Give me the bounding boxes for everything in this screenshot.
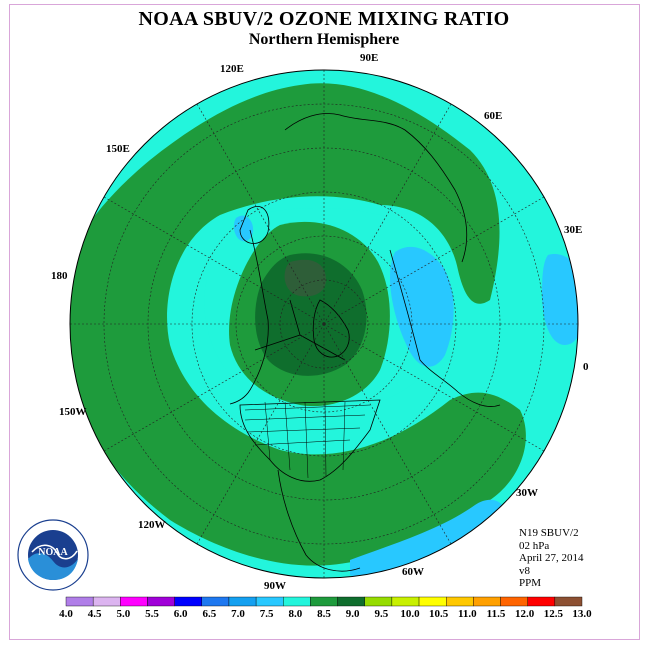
colorbar: 4.0 4.5 5.0 5.5 6.0 6.5 7.0 7.5 8.0 8.5 9.0 9.5 10.0… — [59, 596, 592, 620]
colorbar-swatch — [310, 596, 338, 607]
lon-label-60w: 60W — [402, 566, 424, 578]
colorbar-swatch — [473, 596, 501, 607]
ozone-band-7-0-alaska — [233, 215, 254, 242]
colorbar-tick-label: 12.0 — [515, 608, 535, 620]
colorbar-swatch — [92, 596, 121, 607]
colorbar-swatch — [120, 596, 148, 607]
colorbar-swatch — [446, 596, 474, 607]
lon-label-180: 180 — [51, 270, 68, 282]
lon-label-90e: 90E — [360, 52, 378, 64]
colorbar-tick-label: 4.0 — [59, 608, 73, 620]
colorbar-swatch — [554, 596, 583, 607]
logo-text: NOAA — [38, 547, 68, 558]
colorbar-swatch — [283, 596, 311, 607]
noaa-logo: NOAA — [17, 519, 89, 591]
colorbar-tick-label: 8.5 — [317, 608, 331, 620]
ozone-band-7-0-asia — [390, 246, 454, 367]
lon-label-30e: 30E — [564, 224, 582, 236]
colorbar-swatch — [500, 596, 528, 607]
info-satellite: N19 SBUV/2 — [519, 527, 579, 539]
colorbar-tick-label: 7.5 — [260, 608, 274, 620]
colorbar-tick-label: 10.0 — [400, 608, 420, 620]
info-date: April 27, 2014 — [519, 552, 584, 564]
colorbar-swatch — [228, 596, 257, 607]
colorbar-tick-label: 5.0 — [116, 608, 130, 620]
colorbar-tick-label: 12.5 — [544, 608, 564, 620]
info-units: PPM — [519, 577, 542, 589]
colorbar-swatch — [201, 596, 230, 607]
map-title: NOAA SBUV/2 OZONE MIXING RATIO — [138, 8, 510, 30]
lon-label-150e: 150E — [106, 143, 130, 155]
ozone-band-8-5 — [255, 253, 367, 376]
lon-label-150w: 150W — [59, 406, 87, 418]
colorbar-swatch — [391, 596, 420, 607]
colorbar-swatch — [255, 596, 284, 607]
ozone-band-8-0 — [70, 83, 526, 566]
lon-label-0: 0 — [583, 361, 589, 373]
colorbar-swatch — [147, 596, 175, 607]
colorbar-swatch — [337, 596, 365, 607]
lon-label-60e: 60E — [484, 110, 502, 122]
colorbar-tick-label: 13.0 — [572, 608, 592, 620]
us-states — [244, 401, 371, 479]
info-block: N19 SBUV/2 02 hPa April 27, 2014 v8 PPM — [519, 527, 583, 590]
lon-label-30w: 30W — [516, 487, 538, 499]
colorbar-tick-label: 9.0 — [346, 608, 360, 620]
colorbar-tick-label: 8.0 — [288, 608, 302, 620]
info-version: v8 — [519, 564, 530, 577]
info-level: 02 hPa — [519, 539, 550, 552]
lon-label-120w: 120W — [138, 519, 166, 531]
colorbar-swatch — [418, 596, 447, 607]
ozone-band-9-0 — [284, 259, 327, 297]
lon-label-120e: 120E — [220, 63, 244, 75]
colorbar-tick-label: 11.0 — [458, 608, 477, 620]
colorbar-swatch — [527, 596, 556, 607]
colorbar-swatch — [364, 596, 393, 607]
lon-label-90w: 90W — [264, 580, 286, 592]
colorbar-swatch — [65, 596, 94, 607]
ozone-field — [70, 70, 578, 578]
figure-frame — [9, 4, 640, 640]
colorbar-tick-label: 10.5 — [429, 608, 449, 620]
colorbar-tick-label: 4.5 — [88, 608, 102, 620]
colorbar-tick-label: 5.5 — [145, 608, 159, 620]
colorbar-tick-label: 6.5 — [202, 608, 216, 620]
colorbar-tick-label: 7.0 — [231, 608, 245, 620]
colorbar-tick-label: 6.0 — [174, 608, 188, 620]
colorbar-tick-label: 11.5 — [487, 608, 506, 620]
coastlines — [229, 113, 501, 572]
colorbar-swatch — [174, 596, 202, 607]
hemisphere-boundary — [69, 69, 579, 579]
map-subtitle: Northern Hemisphere — [248, 31, 400, 48]
colorbar-tick-label: 9.5 — [374, 608, 388, 620]
